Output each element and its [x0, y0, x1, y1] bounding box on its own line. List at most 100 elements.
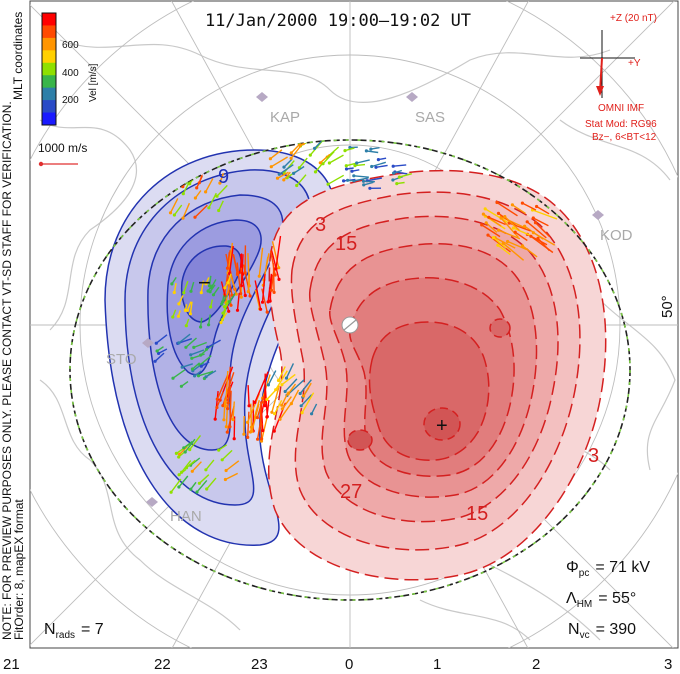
velocity-vector-origin: [374, 165, 378, 169]
velocity-vector: [301, 392, 315, 414]
velocity-vector-origin: [189, 487, 193, 491]
velocity-vector: [302, 382, 312, 397]
mlt-axis: 21 22 23 0 1 2 3: [3, 656, 672, 673]
velocity-vector-origin: [289, 402, 293, 406]
colorbar-swatch: [42, 100, 56, 114]
velocity-vector-origin: [277, 172, 281, 176]
velocity-vector: [173, 204, 183, 216]
velocity-vector: [216, 391, 224, 408]
svg-text:ΛHM= 55°: ΛHM = 55°: [566, 590, 636, 610]
velocity-vector-origin: [181, 216, 185, 220]
velocity-vector-origin: [253, 400, 257, 404]
velocity-vector-origin: [397, 175, 401, 179]
contour-label-pos-3b: 3: [588, 445, 599, 467]
velocity-vector-origin: [188, 312, 192, 316]
velocity-vector: [270, 156, 288, 168]
velocity-vector-origin: [239, 292, 243, 296]
velocity-vector: [275, 235, 282, 270]
velocity-vector: [232, 401, 235, 420]
mlt-tick-3: 3: [664, 656, 672, 673]
mlt-tick-1: 1: [433, 656, 441, 673]
velocity-vector: [284, 378, 298, 392]
velocity-vector-origin: [259, 422, 263, 426]
velocity-vector-origin: [280, 403, 284, 407]
nvc-subscript: vc: [580, 630, 590, 641]
velocity-vector: [196, 175, 203, 189]
velocity-vector-origin: [217, 208, 221, 213]
velocity-vector-origin: [257, 274, 261, 278]
velocity-vector-origin: [182, 291, 186, 295]
velocity-vector-origin: [232, 437, 236, 441]
velocity-vector-origin: [260, 437, 264, 441]
velocity-vector: [169, 198, 179, 214]
mlt-tick-2: 2: [532, 656, 540, 673]
velocity-vector: [226, 386, 232, 409]
velocity-vector: [172, 369, 186, 379]
colorbar-swatch: [42, 75, 56, 89]
velocity-vector-origin: [219, 320, 223, 325]
velocity-vector: [196, 479, 208, 493]
nrads-subscript: rads: [56, 630, 75, 641]
mlt-tick-0: 0: [345, 656, 353, 673]
velocity-vector: [247, 253, 250, 286]
latitude-label: 50°: [659, 295, 676, 318]
velocity-vector-origin: [226, 407, 230, 411]
velocity-vector: [526, 221, 547, 239]
velocity-vector: [254, 280, 262, 310]
velocity-vector: [183, 440, 193, 449]
velocity-vector-origin: [483, 207, 487, 211]
velocity-vector-origin: [215, 194, 219, 198]
velocity-vector-origin: [223, 286, 227, 290]
velocity-vector-origin: [207, 206, 211, 210]
velocity-vector-origin: [182, 446, 186, 450]
reference-vector: [38, 161, 78, 167]
velocity-vector-origin: [218, 181, 222, 185]
velocity-vector: [226, 252, 230, 269]
velocity-vector: [261, 274, 266, 303]
velocity-vector: [216, 374, 229, 400]
velocity-vector-origin: [310, 412, 314, 416]
velocity-vector-origin: [343, 149, 347, 153]
velocity-vector: [208, 192, 217, 209]
velocity-vector: [227, 273, 232, 284]
velocity-vector: [533, 232, 556, 246]
velocity-vector-origin: [286, 392, 290, 396]
station-markers: [142, 92, 604, 507]
velocity-vector: [232, 253, 239, 275]
velocity-vector: [193, 341, 207, 349]
stat-model-condition: Bz−, 6<BT<12: [592, 132, 657, 143]
velocity-vector-origin: [207, 323, 211, 327]
velocity-vector-origin: [153, 359, 157, 363]
velocity-vector-origin: [172, 213, 176, 217]
velocity-vector-origin: [242, 432, 246, 436]
velocity-vector-origin: [277, 266, 281, 270]
velocity-vector-origin: [273, 273, 277, 277]
velocity-vector-origin: [199, 291, 203, 295]
velocity-vector: [216, 184, 228, 197]
velocity-vector-origin: [259, 307, 263, 311]
velocity-vector-origin: [177, 455, 181, 459]
velocity-vector: [537, 237, 550, 252]
colorbar-swatch: [42, 87, 56, 101]
velocity-vector-origin: [368, 186, 372, 190]
velocity-vector-origin: [520, 201, 525, 205]
velocity-vector-origin: [177, 302, 181, 306]
mlt-tick-21: 21: [3, 656, 20, 673]
nrads-value: = 7: [81, 621, 104, 638]
velocity-vector: [204, 178, 214, 193]
velocity-vector-origin: [395, 182, 399, 186]
colorbar-label: Vel [m/s]: [88, 63, 99, 102]
velocity-vector-origin: [391, 164, 395, 168]
velocity-vector-origin: [510, 203, 514, 207]
velocity-vector-origin: [171, 376, 175, 380]
mlt-tick-22: 22: [154, 656, 171, 673]
velocity-vector-origin: [225, 266, 230, 270]
velocity-vector: [535, 222, 551, 238]
potential-max-marker: +: [436, 415, 448, 437]
velocity-vector-origin: [215, 397, 219, 401]
velocity-vector-origin: [193, 215, 197, 219]
velocity-vector-origin: [180, 365, 184, 369]
velocity-vector: [241, 271, 246, 296]
velocity-vector-origin: [308, 153, 312, 157]
velocity-vector-origin: [276, 378, 281, 383]
